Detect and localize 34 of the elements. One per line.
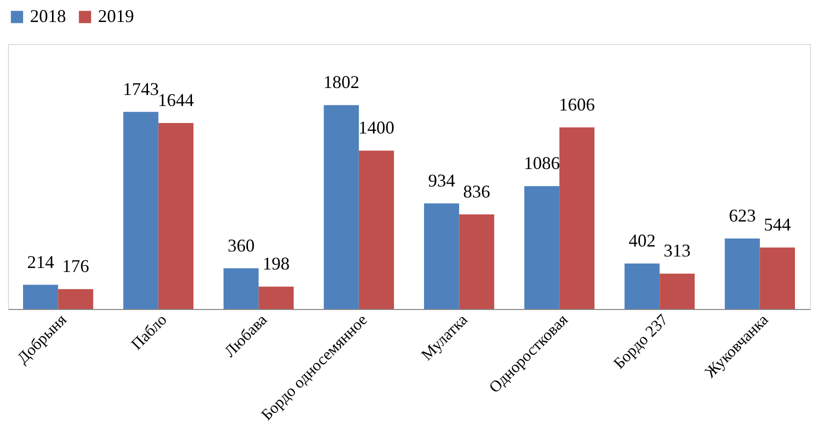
bar	[424, 203, 460, 309]
data-label: 313	[664, 240, 691, 261]
data-label: 198	[262, 254, 290, 274]
data-label: 360	[228, 235, 255, 256]
data-label: 836	[463, 181, 490, 202]
bar	[324, 105, 359, 309]
data-label: 1606	[558, 94, 595, 114]
legend-label: 2019	[98, 6, 134, 26]
data-label: 1644	[158, 90, 194, 110]
bar	[224, 268, 259, 309]
data-label: 402	[628, 230, 656, 251]
legend-label: 2018	[30, 6, 66, 26]
bar	[58, 289, 94, 309]
data-label: 1743	[122, 78, 159, 99]
bar	[660, 274, 695, 309]
bar	[524, 186, 560, 309]
bar	[624, 264, 660, 309]
data-label: 1400	[358, 118, 394, 138]
data-label: 1802	[323, 72, 360, 92]
data-label: 934	[428, 170, 456, 190]
data-label: 1086	[524, 153, 560, 174]
bar	[459, 214, 494, 309]
bar	[559, 127, 594, 309]
bar	[23, 284, 58, 309]
data-label: 544	[764, 214, 791, 234]
data-label: 214	[27, 252, 54, 272]
data-label: 176	[62, 256, 90, 276]
bar	[258, 286, 294, 309]
bar	[358, 150, 394, 309]
data-label: 623	[728, 206, 756, 226]
bar	[724, 238, 760, 309]
bar	[158, 123, 194, 309]
bar	[760, 247, 795, 309]
bar	[123, 112, 158, 309]
